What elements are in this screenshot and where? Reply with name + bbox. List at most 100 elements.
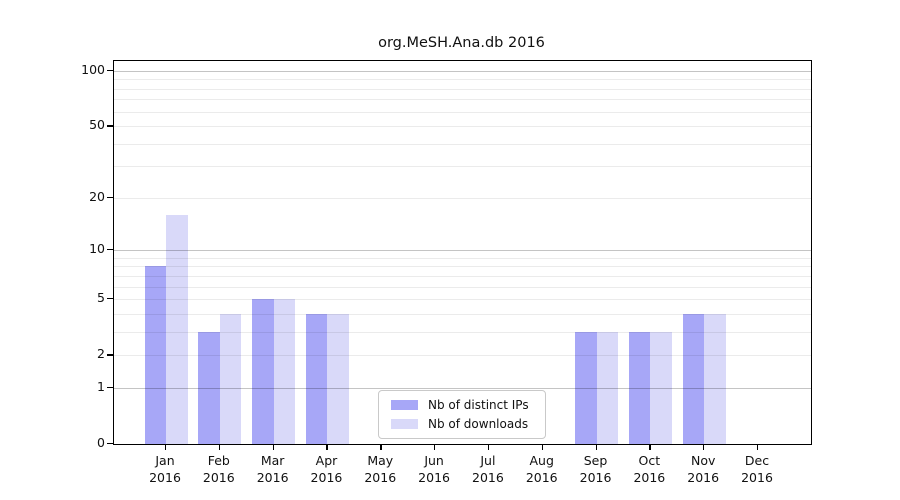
x-tick-oct (649, 444, 651, 450)
y-tick-1 (107, 386, 113, 389)
legend-item-distinct-ips: Nb of distinct IPs (379, 397, 545, 413)
y-tick-label-50: 50 (89, 117, 105, 133)
minor-gridline-90 (114, 79, 811, 81)
x-tick-jul (487, 444, 490, 450)
y-tick-label-100: 100 (81, 62, 105, 77)
x-tick-label-jun: Jun 2016 (404, 453, 464, 486)
bar-downloads-jan (166, 215, 188, 444)
bar-distinct-ips-feb (198, 331, 220, 444)
month-label: Mar (260, 453, 285, 468)
legend-swatch-downloads (391, 419, 418, 429)
y-tick-10 (107, 249, 113, 251)
month-label: Dec (744, 453, 770, 468)
y-tick-20 (107, 196, 113, 199)
month-label: May (367, 453, 394, 468)
bar-downloads-apr (327, 313, 349, 444)
year-label: 2016 (472, 469, 504, 485)
bar-distinct-ips-mar (252, 299, 274, 444)
minor-gridline-2 (114, 355, 811, 357)
x-tick-jan (165, 444, 167, 450)
y-tick-label-1: 1 (97, 378, 105, 394)
bar-distinct-ips-apr (305, 313, 328, 444)
minor-gridline-80 (114, 88, 811, 90)
x-tick-sep (595, 444, 597, 450)
y-tick-0 (107, 443, 113, 445)
year-label: 2016 (310, 469, 343, 485)
minor-gridline-30 (114, 166, 811, 168)
minor-gridline-7 (114, 275, 811, 277)
x-tick-may (380, 444, 382, 450)
x-tick-aug (541, 444, 544, 450)
year-label: 2016 (633, 469, 666, 485)
minor-gridline-5 (114, 299, 811, 301)
month-label: Jun (424, 453, 444, 468)
month-label: Aug (529, 453, 554, 468)
month-label: Jul (480, 453, 496, 468)
minor-gridline-50 (114, 126, 811, 128)
bar-downloads-nov (704, 313, 726, 444)
x-tick-label-feb: Feb 2016 (189, 453, 249, 486)
legend-label-downloads: Nb of downloads (428, 417, 529, 431)
major-gridline-100 (114, 71, 811, 72)
x-tick-jun (434, 444, 436, 450)
major-gridline-1 (114, 387, 811, 389)
year-label: 2016 (418, 469, 450, 485)
x-tick-label-nov: Nov 2016 (673, 453, 733, 486)
x-tick-label-may: May 2016 (350, 453, 410, 486)
y-tick-label-0: 0 (97, 435, 105, 450)
legend-label-distinct-ips: Nb of distinct IPs (428, 398, 529, 412)
x-tick-mar (272, 444, 274, 450)
year-label: 2016 (364, 469, 397, 485)
month-label: Sep (583, 453, 608, 468)
month-label: Nov (690, 453, 716, 468)
month-label: Jan (155, 453, 175, 468)
minor-gridline-4 (114, 313, 811, 315)
x-tick-apr (326, 444, 328, 450)
year-label: 2016 (741, 469, 773, 485)
minor-gridline-60 (114, 111, 811, 113)
y-tick-label-2: 2 (97, 346, 105, 362)
x-tick-label-jul: Jul 2016 (458, 453, 518, 486)
year-label: 2016 (525, 469, 558, 485)
plot-area (113, 60, 812, 445)
y-tick-50 (107, 125, 113, 127)
bar-downloads-sep (596, 331, 619, 444)
x-tick-label-oct: Oct 2016 (619, 453, 679, 486)
year-label: 2016 (256, 469, 289, 485)
y-tick-100 (107, 70, 113, 72)
minor-gridline-20 (114, 197, 811, 199)
month-label: Oct (638, 453, 661, 468)
x-tick-label-aug: Aug 2016 (512, 453, 572, 486)
month-label: Apr (315, 453, 338, 468)
bar-downloads-feb (219, 313, 242, 444)
legend: Nb of distinct IPs Nb of downloads (378, 390, 546, 439)
x-tick-label-mar: Mar 2016 (243, 453, 303, 486)
year-label: 2016 (687, 469, 720, 485)
bar-downloads-oct (650, 331, 672, 444)
minor-gridline-40 (114, 143, 811, 145)
y-tick-label-20: 20 (89, 188, 105, 204)
month-label: Feb (207, 453, 230, 468)
x-tick-label-apr: Apr 2016 (296, 453, 356, 486)
major-gridline-10 (114, 250, 811, 252)
x-tick-dec (757, 444, 759, 450)
minor-gridline-9 (114, 257, 811, 259)
minor-gridline-6 (114, 286, 811, 288)
y-tick-2 (107, 354, 113, 356)
legend-swatch-distinct-ips (391, 400, 418, 410)
year-label: 2016 (149, 469, 181, 485)
x-tick-nov (703, 444, 705, 450)
year-label: 2016 (579, 469, 612, 485)
y-tick-label-5: 5 (97, 290, 105, 306)
minor-gridline-70 (114, 99, 811, 101)
y-tick-label-10: 10 (89, 241, 105, 257)
minor-gridline-8 (114, 266, 811, 268)
bar-distinct-ips-oct (628, 331, 651, 444)
legend-item-downloads: Nb of downloads (379, 416, 545, 432)
bar-distinct-ips-sep (575, 331, 597, 444)
x-tick-label-dec: Dec 2016 (727, 453, 787, 486)
minor-gridline-3 (114, 331, 811, 333)
bar-downloads-mar (273, 299, 296, 444)
bar-distinct-ips-jan (144, 266, 166, 444)
